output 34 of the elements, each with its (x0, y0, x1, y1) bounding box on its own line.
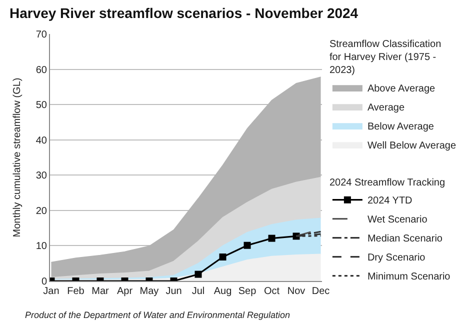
x-tick-label: Mar (92, 286, 110, 297)
y-tick-label: 10 (36, 241, 48, 252)
y-tick-label: 70 (36, 30, 48, 40)
legend-label: Below Average (367, 121, 434, 132)
y-tick-label: 50 (36, 100, 48, 112)
x-tick-label: Feb (67, 286, 85, 297)
legend-label: Above Average (367, 83, 436, 94)
legend-title: Streamflow Classification for Harvey River (1975 - 2023) (329, 39, 442, 76)
x-tick-label: Sep (238, 286, 257, 297)
x-tick-label: Jun (166, 286, 182, 297)
x-tick-label: May (140, 286, 159, 297)
x-tick-label: Jul (192, 286, 205, 297)
x-tick-label: Nov (287, 286, 306, 297)
legend-label: Dry Scenario (367, 252, 426, 264)
x-tick-label: Apr (116, 286, 134, 297)
text: Product of the Department of Water and Environmental Regulation (25, 310, 290, 320)
legend-label: Median Scenario (367, 234, 443, 245)
chart-title: Harvey River streamflow scenarios - November 2024 (9, 4, 358, 21)
y-axis-title: Monthly cumulative streamflow (GL) (12, 78, 23, 238)
text: 2024 Streamflow Tracking (329, 177, 446, 188)
x-tick-label: Aug (214, 286, 232, 297)
legend-label: Wet Scenario (367, 214, 428, 226)
y-tick-label: 60 (36, 64, 48, 76)
y-tick-label: 40 (36, 135, 48, 146)
legend-label: Minimum Scenario (367, 272, 451, 283)
legend-label: 2024 YTD (367, 196, 412, 207)
legend-label: Well Below Average (367, 140, 456, 152)
y-tick-label: 30 (36, 170, 48, 182)
y-tick-label: 20 (36, 206, 48, 217)
x-tick-label: Oct (264, 286, 280, 297)
legend-label: Average (367, 102, 405, 114)
y-tick-label: 0 (41, 276, 48, 288)
x-tick-label: Dec (312, 286, 330, 297)
x-tick-label: Jan (43, 286, 60, 297)
